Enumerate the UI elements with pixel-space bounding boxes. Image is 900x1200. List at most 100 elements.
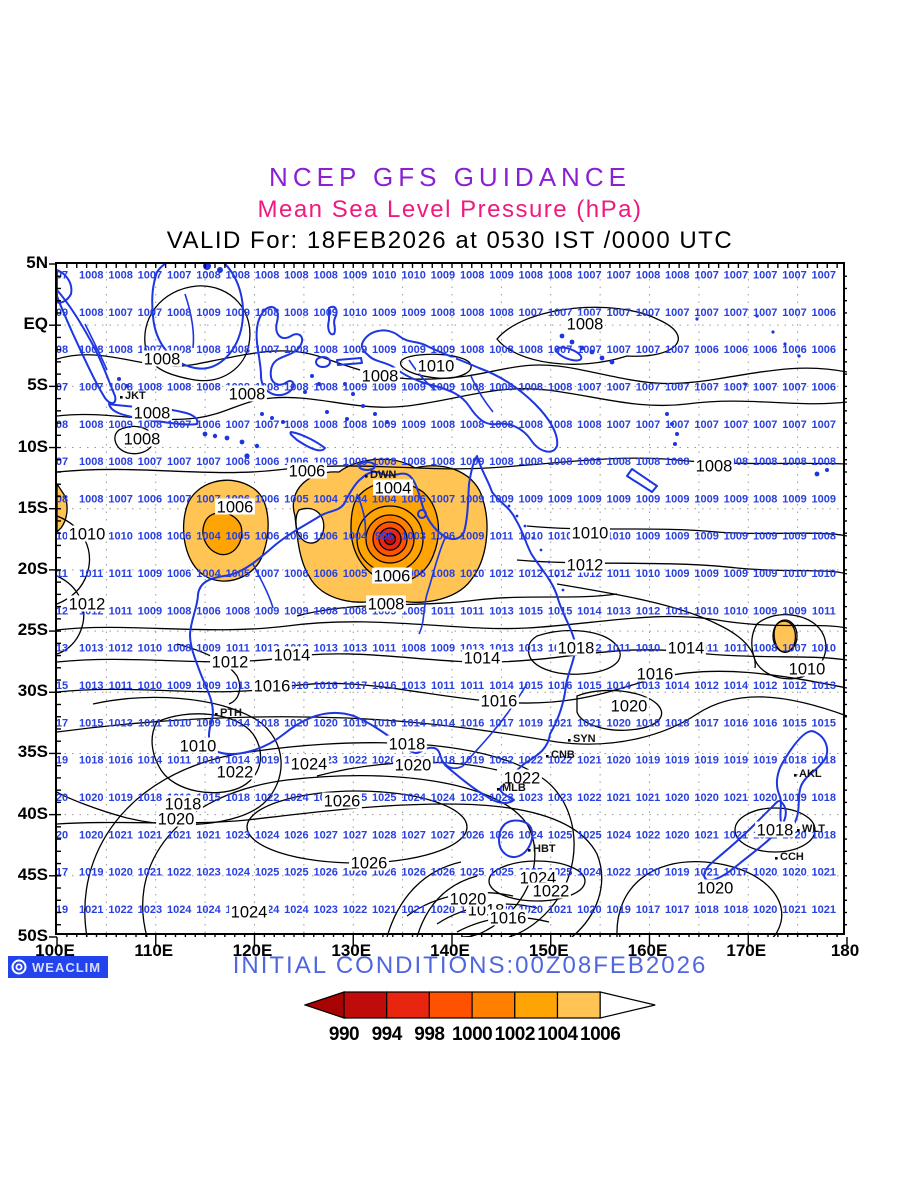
station-label: PTH <box>220 707 242 719</box>
contour-label-box <box>556 639 596 656</box>
grid-value: 1021 <box>694 867 718 879</box>
grid-value: 1004 <box>343 531 368 543</box>
grid-value: 1009 <box>636 531 660 543</box>
grid-value: 1009 <box>284 605 308 617</box>
grid-value: 1020 <box>753 904 777 916</box>
grid-value: 1006 <box>431 531 455 543</box>
island-speck <box>609 359 615 365</box>
grid-value: 1007 <box>606 419 630 431</box>
grid-value: 1009 <box>665 531 689 543</box>
grid-value: 1017 <box>724 867 748 879</box>
grid-value: 1008 <box>812 456 836 468</box>
grid-value: 1019 <box>724 755 748 767</box>
lat-label: 20S <box>17 558 48 578</box>
grid-value: 1007 <box>606 270 630 282</box>
grid-value: 07 <box>56 270 68 282</box>
grid-value: 1024 <box>284 904 309 916</box>
grid-value: 1008 <box>548 419 572 431</box>
weaclim-logo: WEACLIM <box>8 956 108 978</box>
grid-value: 1017 <box>343 680 367 692</box>
grid-value: 1009 <box>753 605 777 617</box>
grid-value: 1018 <box>782 755 806 767</box>
grid-value: 15 <box>56 680 68 692</box>
grid-value: 1004 <box>372 493 397 505</box>
station-label: HBT <box>533 843 556 855</box>
grid-value: 1019 <box>343 717 367 729</box>
grid-value: 1008 <box>431 307 455 319</box>
grid-value: 1008 <box>138 419 162 431</box>
grid-value: 1020 <box>606 755 630 767</box>
contour-label-box <box>163 795 203 812</box>
contour-label: 1012 <box>567 557 604 575</box>
grid-value: 1014 <box>431 717 456 729</box>
grid-value: 1008 <box>548 381 572 393</box>
grid-value: 1010 <box>108 531 132 543</box>
grid-value: 1009 <box>577 493 601 505</box>
grid-value: 09 <box>56 307 68 319</box>
pressure-map: 07 1008 1008 1007 1007 1008 1008 1008 1008 1008 10… <box>49 263 848 945</box>
lat-label: 10S <box>17 436 48 456</box>
pressure-colorbar: 990 994 998 1000 1002 1004 1006 <box>303 991 664 1050</box>
grid-value: 1024 <box>401 792 426 804</box>
grid-value: 1008 <box>372 456 396 468</box>
contour-label: 1026 <box>324 793 361 811</box>
contour-label-box <box>502 769 542 786</box>
grid-value: 1017 <box>489 717 513 729</box>
contour-label: 1024 <box>231 904 268 922</box>
island-speck <box>589 349 595 355</box>
grid-value: 1007 <box>753 381 777 393</box>
contour-label-box <box>570 524 610 541</box>
grid-value: 1007 <box>226 419 250 431</box>
lat-label: 50S <box>17 925 48 945</box>
grid-value: 1008 <box>226 605 250 617</box>
grid-value: 1021 <box>782 904 806 916</box>
grid-value: 1010 <box>548 531 572 543</box>
grid-value: 1007 <box>577 270 601 282</box>
coast-tiwi <box>358 461 376 471</box>
grid-value: 1022 <box>108 904 132 916</box>
island-speck <box>670 422 674 426</box>
grid-value: 1026 <box>431 867 455 879</box>
grid-value: 1019 <box>255 755 279 767</box>
island-speck <box>345 417 349 421</box>
contour-label: 1022 <box>533 883 570 901</box>
grid-value: 1009 <box>724 568 748 580</box>
grid-value: 1008 <box>753 456 777 468</box>
grid-value: 1006 <box>284 568 308 580</box>
grid-value: 1006 <box>812 381 836 393</box>
grid-value: 1007 <box>782 419 806 431</box>
colorbar-tick-label: 1004 <box>537 1024 578 1045</box>
contour-label-box <box>787 660 827 677</box>
grid-value: 1007 <box>694 419 718 431</box>
grid-value: 1007 <box>108 493 132 505</box>
grid-value: 1009 <box>460 493 484 505</box>
grid-value: 1007 <box>665 344 689 356</box>
coast-groote <box>417 509 427 519</box>
grid-value: 1009 <box>196 717 220 729</box>
coast-sulawesi <box>255 306 304 397</box>
grid-value: 1011 <box>665 605 689 617</box>
grid-value: 1026 <box>284 829 308 841</box>
grid-value: 1015 <box>548 605 572 617</box>
contour-label-box <box>479 692 519 709</box>
grid-value: 1007 <box>782 381 806 393</box>
grid-value: 1019 <box>753 755 777 767</box>
grid-value: 1017 <box>636 904 660 916</box>
island-speck <box>555 574 559 578</box>
grid-value: 1021 <box>636 792 660 804</box>
island-speck <box>270 416 274 420</box>
contour-label: 1022 <box>504 770 541 788</box>
grid-value: 1009 <box>196 307 220 319</box>
grid-value: 1008 <box>79 493 103 505</box>
coast-tasmania <box>498 819 534 858</box>
contour-label: 1026 <box>351 855 388 873</box>
grid-value: 1006 <box>255 493 279 505</box>
contour-label-box <box>210 653 250 670</box>
contour-label: 1004 <box>375 480 412 498</box>
grid-value: 1008 <box>753 493 777 505</box>
grid-value: 17 <box>56 717 68 729</box>
lon-label: 110E <box>134 941 174 960</box>
grid-value: 1006 <box>812 344 836 356</box>
island-speck <box>771 330 775 334</box>
contour-label-box <box>322 792 362 809</box>
